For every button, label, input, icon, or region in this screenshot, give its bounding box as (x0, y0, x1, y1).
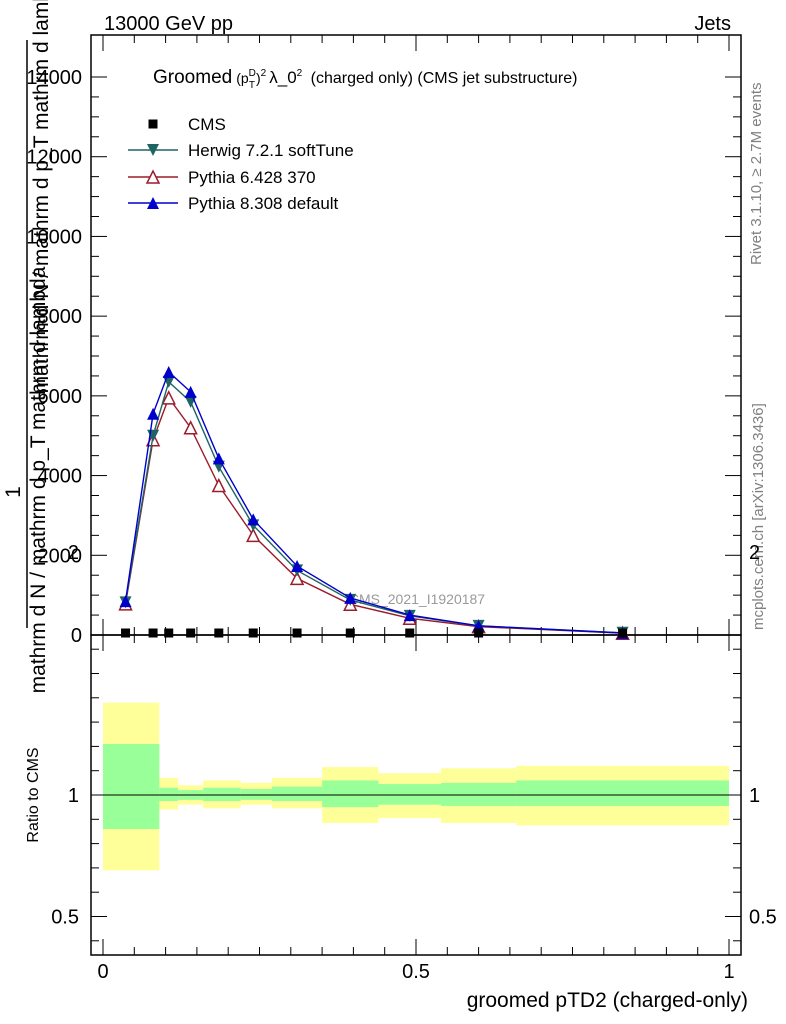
ratio-inner-bin-9 (516, 780, 729, 806)
rivet-label: Rivet 3.1.10, ≥ 2.7M events (748, 83, 765, 266)
ratio-tick-label-right: 0.5 (749, 907, 777, 929)
ratio-y-label: Ratio to CMS (25, 747, 42, 842)
y-tick-label: 4000 (38, 466, 83, 488)
ratio-inner-bin-1 (159, 787, 179, 802)
y-tick-label: 0 (71, 625, 82, 647)
ratio-tick-label-left: 1 (68, 785, 79, 807)
legend-label: Pythia 8.308 default (188, 194, 339, 213)
data-point (161, 390, 176, 405)
data-point (405, 628, 415, 638)
y-tick-label: 2000 (38, 545, 83, 567)
mcplots-label: mcplots.cern.ch [arXiv:1306.3436] (750, 403, 767, 630)
title-sub-t: T (249, 80, 255, 91)
ratio-tick-labels: 0.5 0.5 1 1 2 2 (51, 542, 777, 929)
data-point (184, 385, 197, 398)
ratio-inner-bin-3 (203, 787, 241, 802)
title-p: (p (236, 70, 249, 86)
legend-marker (145, 169, 161, 184)
legend-marker (147, 197, 159, 209)
ratio-inner-bin-0 (103, 743, 160, 830)
data-point (344, 591, 357, 604)
data-point (289, 570, 305, 586)
y-axis-label: 1 mathrm d N / mathrm d p_T mathrm d lam… (2, 0, 53, 693)
series-pythia-8-308-default (119, 365, 629, 640)
data-point (474, 628, 484, 638)
data-point (291, 560, 304, 573)
legend-marker (148, 119, 158, 129)
ratio-inner-bin-7 (378, 784, 442, 805)
data-point (164, 628, 174, 638)
x-tick-label: 0.5 (402, 961, 430, 983)
data-point (247, 513, 260, 526)
data-point (403, 609, 416, 622)
y-label-numerator: mathrm d N / mathrm d p_T mathrm d lambd… (30, 0, 53, 393)
data-point (119, 595, 132, 608)
x-axis-label: groomed pTD2 (charged-only) (467, 989, 748, 1012)
x-tick-label: 1 (723, 961, 734, 983)
data-point (147, 407, 160, 420)
title-sup-d: D (249, 68, 256, 79)
data-point (292, 628, 302, 638)
ratio-tick-label-right: 1 (749, 785, 760, 807)
y-tick-label: 12000 (26, 147, 82, 169)
title-close: ) (256, 70, 261, 86)
y-label-denominator: mathrm d N / mathrm d p_T mathrm d lambd… (27, 266, 50, 693)
title-suffix: (charged only) (CMS jet substructure) (306, 70, 577, 87)
x-tick-labels: 0 0.5 1 (97, 961, 734, 983)
y-tick-label: 8000 (38, 306, 83, 328)
data-point (248, 628, 258, 638)
x-tick-label: 0 (97, 961, 108, 983)
y-label-one: 1 (2, 486, 25, 498)
ratio-inner-bin-6 (322, 780, 379, 808)
y-tick-label: 10000 (26, 226, 82, 248)
y-tick-labels: 0 2000 4000 6000 8000 10000 12000 14000 (26, 67, 82, 647)
ratio-tick-label-left: 0.5 (51, 907, 79, 929)
analysis-watermark: CMS_2021_I1920187 (349, 591, 485, 607)
ratio-tick-label-right: 2 (749, 542, 760, 564)
series-layer (118, 365, 630, 640)
ratio-tick-label-left: 2 (68, 542, 79, 564)
data-point (345, 628, 355, 638)
y-tick-label: 6000 (38, 386, 83, 408)
ratio-inner-bin-5 (272, 786, 323, 802)
axis-ticks (91, 35, 741, 955)
legend-marker (147, 144, 159, 156)
data-point (186, 628, 196, 638)
data-point (148, 628, 158, 638)
legend-label: Herwig 7.2.1 softTune (188, 141, 354, 160)
data-point (183, 420, 198, 435)
title-prefix: Groomed (153, 67, 232, 88)
legend-label: CMS (188, 115, 226, 134)
data-point (214, 628, 224, 638)
data-point (618, 628, 628, 638)
legend-item: Pythia 8.308 default (128, 194, 339, 213)
ratio-band-inner (103, 743, 729, 830)
legend-label: Pythia 6.428 370 (188, 168, 316, 187)
legend-item: CMS (148, 115, 226, 134)
header-left: 13000 GeV pp (104, 13, 233, 35)
legend: CMS Herwig 7.2.1 softTune Pythia 6.428 370… (128, 115, 354, 213)
ratio-inner-bin-8 (441, 782, 517, 806)
y-tick-label: 14000 (26, 67, 82, 89)
data-point (211, 477, 227, 493)
title-lambda: λ_0 (269, 68, 296, 87)
data-point (246, 527, 261, 543)
legend-item: Pythia 6.428 370 (128, 168, 316, 187)
data-point (121, 628, 131, 638)
title-sup-2b: 2 (297, 68, 303, 79)
series-cms (121, 628, 628, 638)
data-point (212, 452, 225, 465)
ratio-inner-bin-4 (240, 788, 273, 800)
title-sup-2: 2 (261, 68, 267, 79)
legend-item: Herwig 7.2.1 softTune (128, 141, 354, 160)
header-right: Jets (694, 13, 731, 35)
plot-title: Groomed (pD T)2 λ_02 (charged only) (CMS je… (153, 67, 577, 91)
data-point (162, 365, 175, 378)
